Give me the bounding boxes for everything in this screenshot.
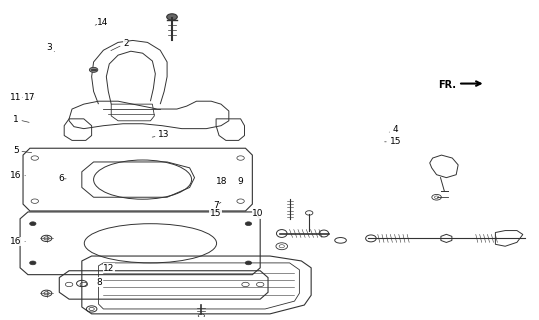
Circle shape	[30, 261, 36, 265]
Circle shape	[167, 14, 177, 20]
Circle shape	[245, 222, 252, 226]
Text: 12: 12	[102, 264, 115, 273]
Text: 14: 14	[95, 18, 109, 27]
Text: 6: 6	[58, 174, 66, 183]
Text: 15: 15	[210, 209, 222, 219]
Text: 11: 11	[10, 93, 22, 102]
Text: 5: 5	[13, 146, 32, 155]
Text: 16: 16	[10, 171, 25, 180]
Text: 18: 18	[216, 178, 227, 187]
Text: 17: 17	[24, 93, 36, 102]
Text: 15: 15	[385, 137, 401, 146]
Text: 4: 4	[389, 125, 398, 134]
Text: 9: 9	[238, 178, 243, 187]
Text: 10: 10	[252, 209, 264, 219]
Circle shape	[245, 261, 252, 265]
Text: 8: 8	[96, 278, 102, 287]
Text: 16: 16	[10, 237, 25, 246]
Text: 13: 13	[152, 131, 170, 140]
Text: 7: 7	[213, 201, 221, 210]
Text: 3: 3	[46, 43, 54, 52]
Circle shape	[30, 222, 36, 226]
Text: 2: 2	[111, 39, 129, 51]
Text: 1: 1	[13, 115, 29, 124]
Circle shape	[89, 67, 98, 72]
Text: FR.: FR.	[438, 80, 456, 90]
